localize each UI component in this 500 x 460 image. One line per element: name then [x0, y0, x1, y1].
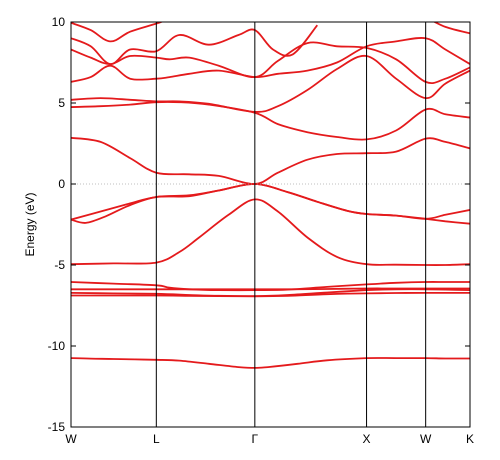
- symmetry-point-lines: [155, 22, 427, 427]
- y-tick-label: 0: [58, 177, 65, 191]
- band-line-1: [71, 357, 470, 369]
- band-line-14: [71, 24, 318, 65]
- y-tick-label: 5: [58, 96, 65, 110]
- x-tick-label: X: [363, 432, 371, 446]
- y-tick-label: -5: [54, 258, 65, 272]
- band-line-6: [71, 198, 470, 266]
- x-tick-label: K: [466, 432, 474, 446]
- y-tick-label: 10: [52, 15, 66, 29]
- band-line-15: [71, 22, 164, 43]
- y-tick-label: -10: [48, 339, 66, 353]
- band-line-8: [71, 183, 470, 221]
- plot-frame: [70, 21, 471, 428]
- y-axis-ticks: -15 -10 -5 0 5 10: [48, 15, 470, 434]
- band-line-11: [71, 54, 470, 113]
- x-tick-label: W: [420, 432, 432, 446]
- band-line-16: [432, 22, 470, 35]
- x-tick-label: W: [65, 432, 77, 446]
- band-line-12: [71, 36, 470, 83]
- bands-layer: [71, 22, 470, 369]
- band-line-5: [71, 281, 470, 292]
- x-tick-label: L: [153, 432, 160, 446]
- band-line-10: [71, 101, 470, 141]
- y-axis-title: Energy (eV): [23, 192, 37, 256]
- x-tick-label: Γ: [252, 432, 259, 446]
- y-tick-label: -15: [48, 420, 66, 434]
- band-line-9: [71, 136, 470, 185]
